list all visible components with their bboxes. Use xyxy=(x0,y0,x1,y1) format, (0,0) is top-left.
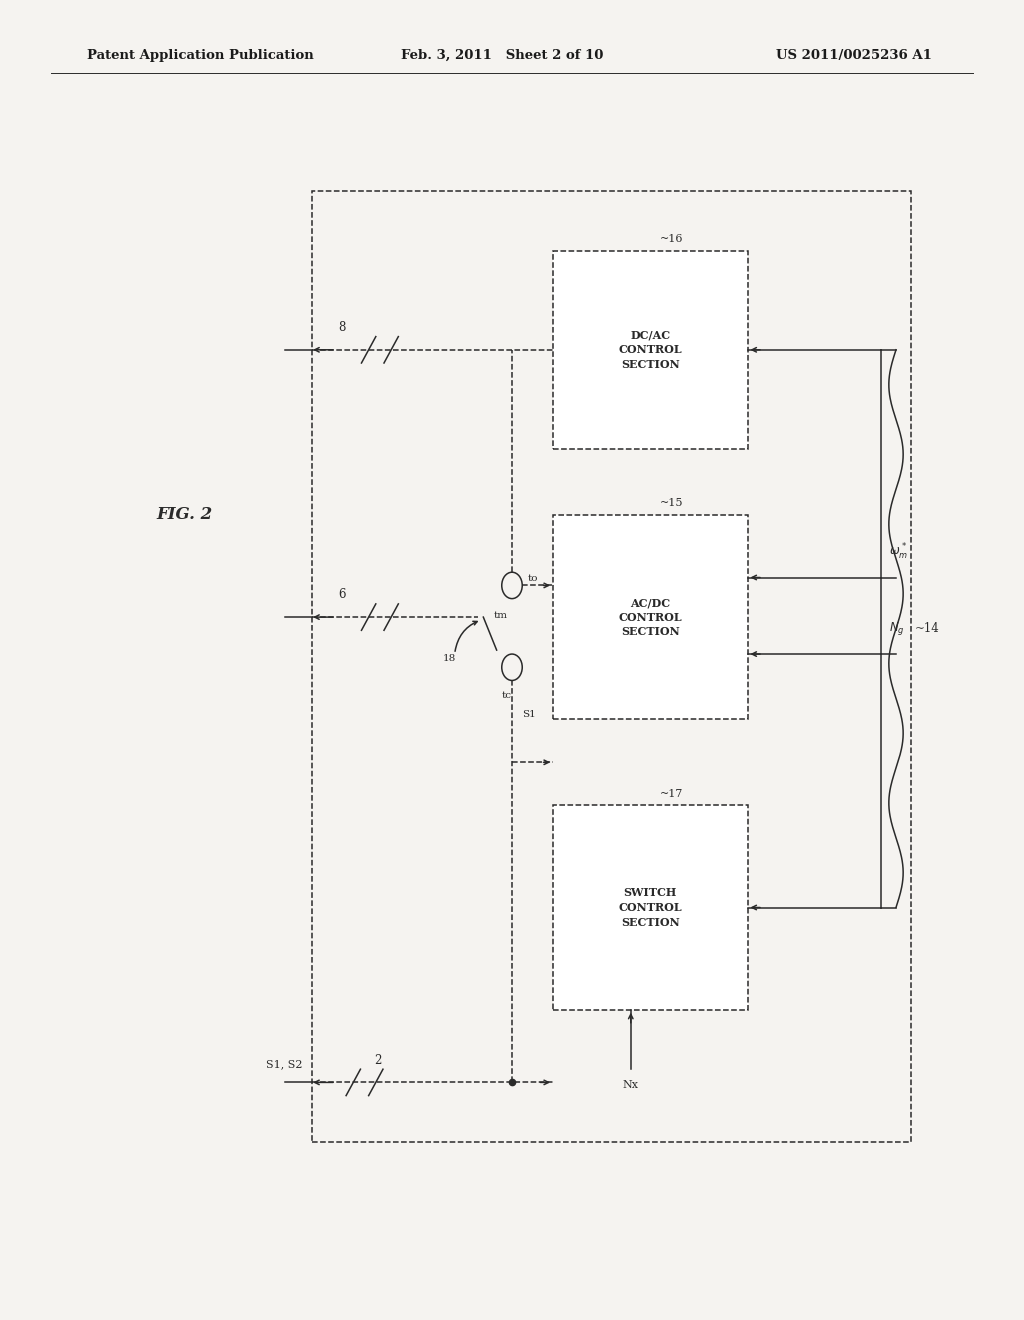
Text: to: to xyxy=(527,574,538,583)
Text: 6: 6 xyxy=(338,589,345,602)
Text: Patent Application Publication: Patent Application Publication xyxy=(87,49,313,62)
Text: ~15: ~15 xyxy=(660,498,683,508)
Bar xyxy=(553,251,748,449)
Text: $N_g$: $N_g$ xyxy=(889,620,904,638)
Bar xyxy=(553,805,748,1010)
Text: tc: tc xyxy=(502,692,512,700)
Text: DC/AC
CONTROL
SECTION: DC/AC CONTROL SECTION xyxy=(618,330,682,370)
Text: ~16: ~16 xyxy=(660,234,683,244)
Text: 8: 8 xyxy=(338,321,345,334)
Text: FIG. 2: FIG. 2 xyxy=(157,507,212,523)
Bar xyxy=(312,191,911,1142)
Text: SWITCH
CONTROL
SECTION: SWITCH CONTROL SECTION xyxy=(618,887,682,928)
Text: 18: 18 xyxy=(442,655,456,663)
Bar xyxy=(553,515,748,719)
Text: ~17: ~17 xyxy=(660,788,683,799)
Text: $\omega_m^*$: $\omega_m^*$ xyxy=(889,541,908,562)
Text: 2: 2 xyxy=(374,1053,381,1067)
Text: AC/DC
CONTROL
SECTION: AC/DC CONTROL SECTION xyxy=(618,597,682,638)
Text: S1: S1 xyxy=(522,710,536,719)
Text: Nx: Nx xyxy=(623,1080,639,1090)
Text: ~14: ~14 xyxy=(914,622,939,635)
Text: tm: tm xyxy=(494,611,508,620)
Text: S1, S2: S1, S2 xyxy=(265,1059,302,1069)
Text: US 2011/0025236 A1: US 2011/0025236 A1 xyxy=(776,49,932,62)
Text: Feb. 3, 2011   Sheet 2 of 10: Feb. 3, 2011 Sheet 2 of 10 xyxy=(400,49,603,62)
